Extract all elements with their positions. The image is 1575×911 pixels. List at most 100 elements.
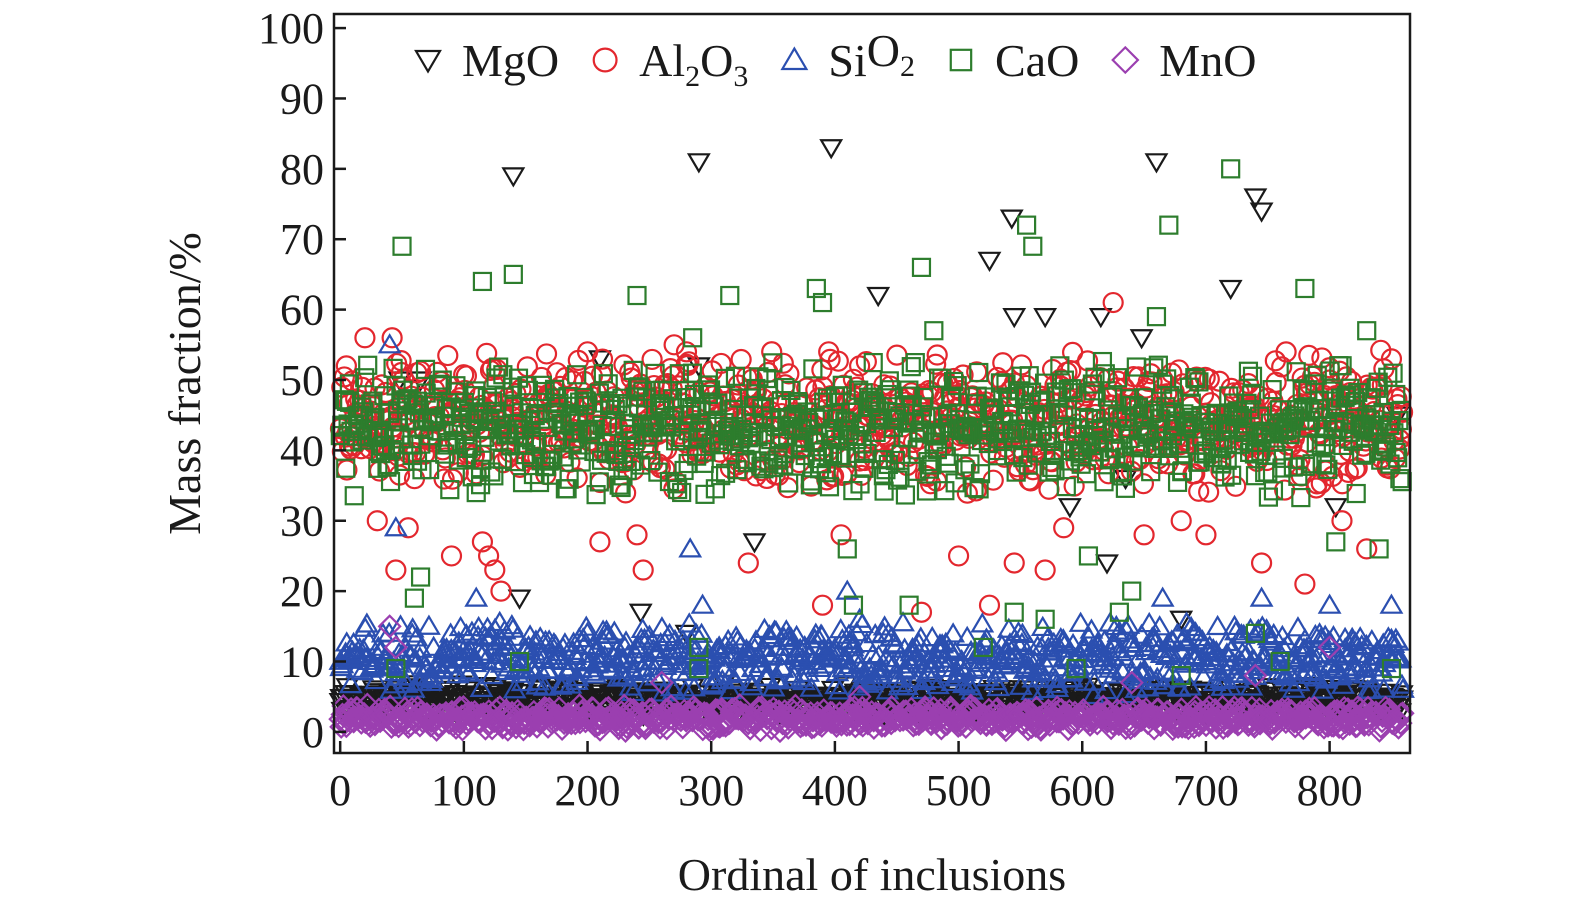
cao-point (819, 477, 840, 497)
cao-point (1304, 402, 1324, 422)
sio2-point (941, 622, 966, 643)
al2o3-point (947, 545, 970, 567)
cao-point (404, 588, 424, 608)
cao-point (339, 374, 359, 394)
sio2-point (1298, 644, 1323, 666)
mgo-point (1095, 554, 1119, 575)
legend-item-mno: MnO (1111, 35, 1256, 86)
cao-point (633, 381, 653, 401)
sio2-point (869, 663, 894, 684)
cao-point (481, 462, 501, 482)
sio2-point (464, 586, 489, 607)
cao-point (606, 444, 626, 465)
sio2-point (862, 667, 887, 688)
cao-point (571, 452, 591, 472)
sio2-point (702, 672, 727, 693)
sio2-point (780, 668, 805, 689)
sio2-point (400, 622, 425, 643)
cao-point (1366, 378, 1386, 398)
sio2-point (377, 333, 402, 354)
cao-point (1167, 472, 1188, 492)
mno-point (953, 714, 978, 740)
sio2-point (583, 663, 608, 684)
sio2-point (1137, 611, 1162, 633)
series-sio2-points (328, 333, 1415, 705)
legend: MgO Al2O3 SiO2 CaO MnO (414, 25, 1256, 93)
sio2-point (1306, 643, 1331, 664)
al2o3-point (761, 341, 783, 363)
al2o3-point (926, 344, 948, 366)
cao-point (1095, 364, 1115, 384)
cao-point (1078, 546, 1099, 566)
al2o3-point (1250, 552, 1273, 574)
al2o3-point (811, 594, 834, 616)
cao-point (668, 479, 688, 500)
cao-point (1369, 539, 1389, 559)
mgo-point (866, 286, 891, 308)
al2o3-point (397, 517, 419, 539)
sio2-point (1123, 665, 1148, 686)
cao-point (1326, 532, 1346, 552)
mgo-point (1243, 188, 1268, 209)
sio2-point (1147, 615, 1172, 636)
al2o3-point (632, 559, 654, 581)
al2o3-point (440, 545, 463, 567)
al2o3-point (910, 601, 933, 623)
legend-sio2-marker (780, 46, 809, 71)
sio2-point (799, 676, 824, 697)
sio2-point (388, 614, 413, 635)
sio2-point (671, 633, 696, 654)
sio2-point (575, 621, 600, 642)
cao-point (598, 374, 618, 394)
cao-point (799, 412, 819, 432)
sio2-point (1230, 641, 1255, 662)
cao-point (440, 480, 460, 500)
cao-point (874, 481, 894, 501)
cao-point (1109, 463, 1129, 483)
cao-point (907, 461, 927, 481)
cao-point (790, 433, 810, 453)
al2o3-point (471, 531, 494, 553)
al2o3-point (1331, 473, 1353, 495)
mno-point (1119, 670, 1144, 695)
mgo-point (977, 251, 1002, 273)
al2o3-point (737, 552, 759, 574)
cao-point (472, 271, 493, 292)
sio2-point (1151, 674, 1176, 695)
al2o3-point (490, 580, 512, 602)
cao-point (1177, 417, 1197, 437)
sio2-point (1391, 677, 1415, 698)
cao-point (589, 472, 609, 492)
mno-point (1243, 663, 1268, 688)
sio2-point (469, 676, 494, 697)
cao-point (1157, 436, 1178, 456)
cao-point (1186, 369, 1206, 389)
cao-point (715, 463, 736, 483)
sio2-point (1321, 625, 1346, 646)
y-tick-label: 70 (280, 215, 324, 264)
mgo-point (1002, 308, 1027, 329)
x-tick-label: 0 (329, 766, 351, 815)
sio2-point (1222, 614, 1247, 636)
sio2-point (1051, 628, 1076, 649)
al2o3-point (772, 352, 794, 374)
cao-point (1258, 487, 1279, 507)
sio2-point (779, 626, 803, 647)
al2o3-point (477, 545, 500, 567)
cao-point (867, 396, 887, 416)
mgo-point (1144, 153, 1169, 174)
cao-point (1159, 215, 1179, 235)
cao-point (641, 450, 661, 471)
legend-item-sio2: SiO2 (780, 25, 915, 86)
y-tick-label: 30 (280, 497, 324, 546)
sio2-point (1357, 667, 1382, 688)
mgo-point (501, 167, 526, 188)
cao-point (1295, 278, 1315, 299)
cao-point (386, 376, 406, 396)
sio2-point (1263, 653, 1287, 675)
sio2-point (1003, 644, 1028, 666)
sio2-point (457, 661, 482, 682)
cao-point (437, 435, 457, 455)
al2o3-point (1132, 473, 1155, 495)
cao-point (420, 459, 440, 480)
